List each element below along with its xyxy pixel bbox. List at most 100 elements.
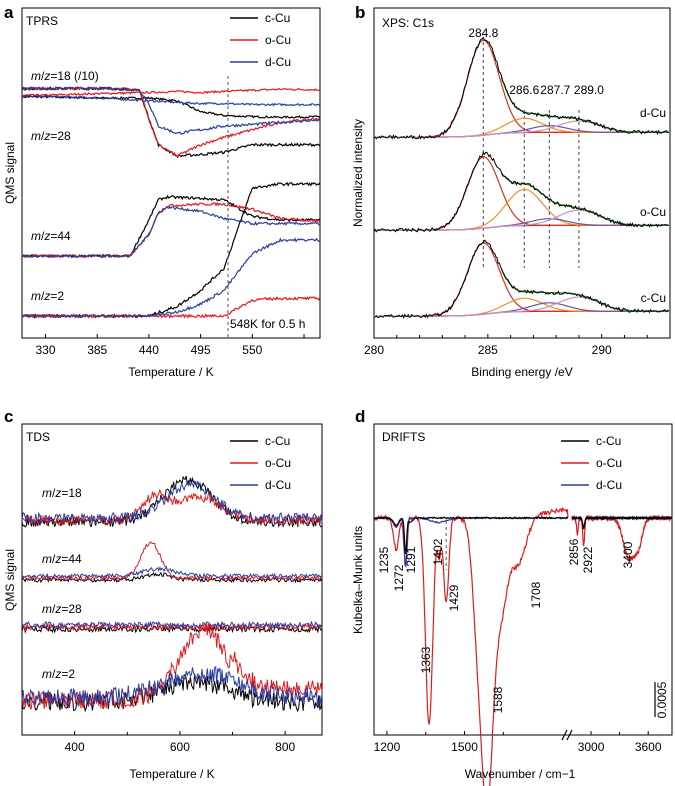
panel-a-label: a: [4, 3, 14, 22]
panel-b-raw-c-Cu: [373, 239, 670, 320]
panel-d: d DRIFTS 1200 1500 3000 3600 c-Cu o-Cu d-Cu 1…: [351, 407, 673, 786]
panel-c-trace-1-d-Cu: [21, 565, 323, 580]
panel-c-frame: [21, 423, 323, 736]
panel-b-component-c-Cu-284.8: [374, 242, 669, 317]
panel-b: b XPS: C1s 280 285 290 284.8 286.6 287.7 289.…: [351, 3, 671, 379]
panel-b-component-c-Cu-289.0: [374, 296, 669, 317]
panel-d-ylabel: Kubelka–Munk units: [351, 526, 365, 634]
panel-b-xlabel: Binding energy /eV: [471, 365, 572, 379]
panel-b-raw-d-Cu: [373, 36, 669, 140]
panel-d-band-label-1402: 1402: [431, 538, 445, 565]
panel-d-band-label-1429: 1429: [447, 584, 461, 611]
panel-d-xtick-label-1: 1500: [451, 740, 478, 754]
panel-c-trace-label-1: m/z=44: [42, 552, 82, 566]
panel-a-trace-0-o-Cu: [21, 87, 320, 97]
panel-a-xtick-label-3: 495: [191, 343, 211, 357]
panel-d-band-label-1708: 1708: [529, 581, 543, 608]
panel-c-legend-label-o-Cu: o-Cu: [265, 456, 291, 470]
axis-break-right: [566, 729, 573, 741]
panel-d-band-label-1272: 1272: [392, 564, 406, 591]
panel-b-xtick-label-1: 285: [478, 343, 498, 357]
panel-a-xtick-label-0: 330: [35, 343, 55, 357]
panel-b-component-c-Cu-287.7: [374, 302, 669, 317]
panel-b-label: b: [355, 3, 365, 22]
panel-a-legend-label-o-Cu: o-Cu: [265, 33, 291, 47]
panel-d-xtick-label-3: 3600: [635, 740, 662, 754]
panel-a-legend-label-c-Cu: c-Cu: [265, 11, 290, 25]
panel-c-trace-label-0: m/z=18: [42, 486, 82, 500]
panel-b-peak-label-3: 289.0: [574, 83, 604, 97]
panel-c-ylabel: QMS signal: [3, 549, 17, 611]
panel-b-xtick-label-2: 290: [592, 343, 612, 357]
panel-d-legend: c-Cu o-Cu d-Cu: [561, 434, 622, 492]
panel-c-trace-1-o-Cu: [21, 541, 322, 582]
panel-b-sample-label-o-Cu: o-Cu: [640, 205, 666, 219]
panel-d-band-label-2856: 2856: [567, 538, 581, 565]
panel-b-xtick-label-0: 280: [364, 343, 384, 357]
panel-b-peak-label-0: 284.8: [468, 26, 498, 40]
panel-b-title: XPS: C1s: [382, 16, 434, 30]
panel-d-band-label-1291: 1291: [404, 546, 418, 573]
panel-a-trace-0-c-Cu: [21, 95, 321, 119]
panel-a-trace-label-1: m/z=28: [31, 129, 71, 143]
panel-a-xtick-label-4: 550: [242, 343, 262, 357]
panel-a-xtick-label-1: 385: [87, 343, 107, 357]
panel-b-sample-label-c-Cu: c-Cu: [641, 291, 666, 305]
panel-a-frame: [21, 7, 321, 339]
panel-c-trace-2-d-Cu: [21, 620, 323, 630]
panel-a-legend-label-d-Cu: d-Cu: [265, 55, 291, 69]
panel-c-trace-0-d-Cu: [21, 479, 323, 525]
panel-d-label: d: [355, 407, 365, 426]
panel-d-legend-label-o-Cu: o-Cu: [596, 456, 622, 470]
panel-a-xlabel: Temperature / K: [128, 365, 213, 379]
panel-c-xtick-label-0: 400: [65, 740, 85, 754]
panel-d-band-label-2922: 2922: [581, 546, 595, 573]
panel-a-title: TPRS: [26, 14, 58, 28]
panel-b-sample-label-d-Cu: d-Cu: [640, 106, 666, 120]
panel-d-xtick-label-2: 3000: [578, 740, 605, 754]
panel-a-trace-2-d-Cu: [21, 206, 320, 259]
panel-b-raw-o-Cu: [373, 151, 670, 233]
panel-c-trace-3-d-Cu: [21, 665, 323, 709]
panel-a-annotation: 548K for 0.5 h: [230, 317, 305, 331]
panel-d-legend-label-c-Cu: c-Cu: [596, 434, 621, 448]
axis-break-left: [561, 729, 568, 741]
panel-b-peak-label-2: 287.7: [540, 83, 570, 97]
panel-a-trace-3-c-Cu: [21, 181, 321, 319]
panel-b-background-d-Cu: [374, 131, 668, 138]
panel-c-legend-label-d-Cu: d-Cu: [265, 478, 291, 492]
panel-d-title: DRIFTS: [382, 430, 425, 444]
panel-d-xlabel: Wavenumber / cm−1: [465, 767, 576, 781]
panel-b-component-o-Cu-289.0: [374, 209, 669, 231]
panel-c-xlabel: Temperature / K: [129, 767, 214, 781]
panel-d-trace-c-Cu-seg-1: [571, 515, 673, 530]
panel-a-trace-label-2: m/z=44: [31, 229, 71, 243]
panel-a: a TPRS 330 385 440 495 550 c-Cu o-Cu d-Cu m/z=…: [3, 3, 321, 379]
panel-c-title: TDS: [26, 430, 50, 444]
panel-d-band-label-1363: 1363: [419, 646, 433, 673]
panel-b-component-d-Cu-289.0: [374, 120, 669, 138]
panel-a-trace-label-0: m/z=18 (/10): [31, 69, 99, 83]
panel-b-ylabel: Normalized intensity: [351, 119, 365, 227]
panel-a-trace-0-d-Cu: [21, 94, 320, 107]
panel-c-trace-label-2: m/z=28: [42, 602, 82, 616]
panel-d-band-label-1235: 1235: [377, 546, 391, 573]
panel-c-xtick-label-1: 600: [170, 740, 190, 754]
panel-c-trace-label-3: m/z=2: [42, 667, 75, 681]
panel-b-component-o-Cu-284.8: [374, 156, 669, 231]
panel-a-trace-1-d-Cu: [21, 86, 321, 135]
panel-a-ylabel: QMS signal: [3, 142, 17, 204]
scale-bar-label: 0.0005: [655, 681, 669, 718]
panel-d-band-label-1588: 1588: [491, 686, 505, 713]
panel-d-legend-label-d-Cu: d-Cu: [596, 478, 622, 492]
panel-a-trace-label-3: m/z=2: [31, 289, 64, 303]
panel-c-label: c: [4, 407, 13, 426]
panel-a-legend: c-Cu o-Cu d-Cu: [230, 11, 291, 69]
panel-b-peak-label-1: 286.6: [509, 83, 539, 97]
panel-a-trace-3-d-Cu: [21, 237, 321, 319]
panel-c-legend: c-Cu o-Cu d-Cu: [230, 434, 291, 492]
panel-d-trace-c-Cu-seg-0: [373, 516, 569, 555]
panel-c-legend-label-c-Cu: c-Cu: [265, 434, 290, 448]
panel-d-frame: [373, 423, 673, 736]
